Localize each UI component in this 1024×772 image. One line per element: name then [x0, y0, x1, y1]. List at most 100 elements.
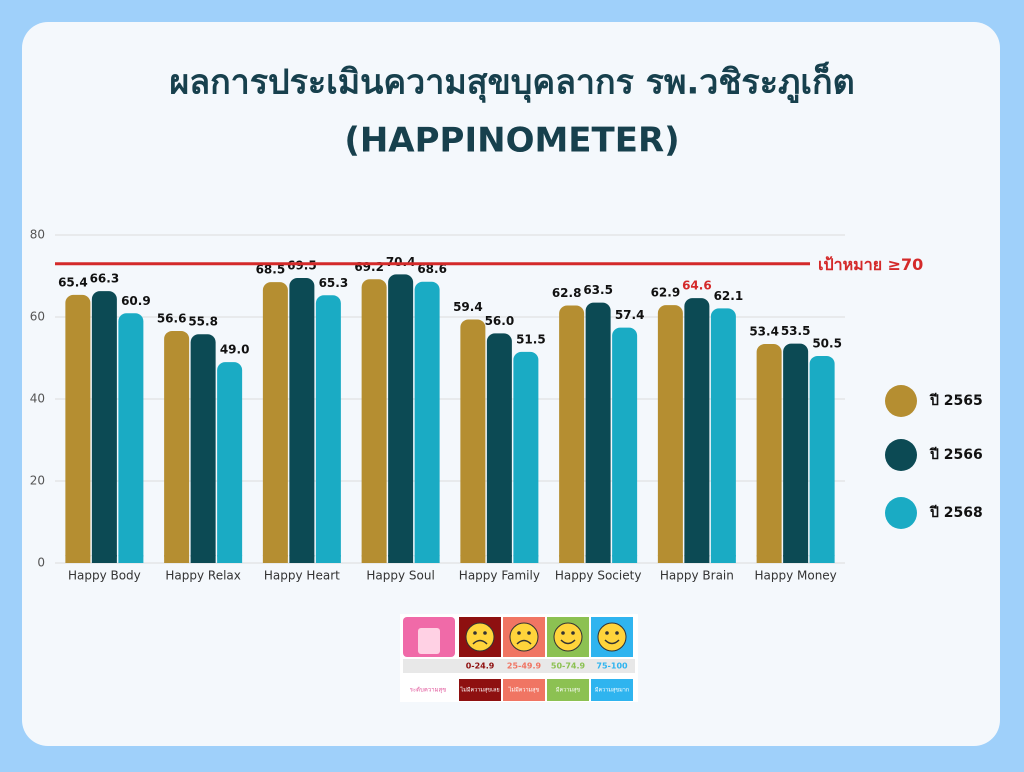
- value-label: 49.0: [220, 343, 250, 357]
- bar: [262, 282, 288, 563]
- x-tick-label: Happy Money: [754, 569, 836, 583]
- bar: [65, 294, 91, 563]
- x-tick-label: Happy Society: [555, 569, 642, 583]
- value-label: 60.9: [121, 294, 151, 308]
- bar: [783, 343, 809, 563]
- scale-range-bg: [403, 659, 635, 673]
- value-label: 62.9: [651, 286, 681, 300]
- bar: [585, 302, 611, 563]
- scale-face: [553, 622, 583, 652]
- scale-eye: [561, 631, 565, 635]
- value-label: 57.4: [615, 308, 645, 322]
- bar-base: [414, 555, 440, 563]
- legend-swatch: [885, 385, 917, 417]
- value-label: 56.6: [157, 311, 187, 325]
- bar-base: [657, 555, 683, 563]
- x-tick-label: Happy Body: [68, 569, 141, 583]
- value-label: 62.1: [714, 289, 744, 303]
- value-label: 66.3: [90, 272, 120, 286]
- value-label: 65.4: [58, 275, 88, 289]
- value-label: 56.0: [485, 314, 515, 328]
- y-tick-label: 80: [30, 228, 45, 242]
- scale-label-box: [547, 679, 589, 701]
- scale-eye: [473, 631, 477, 635]
- bar-base: [460, 555, 486, 563]
- scale-label: มีความสุข: [556, 687, 581, 694]
- bar-base: [91, 555, 117, 563]
- bar-base: [289, 555, 315, 563]
- bar: [657, 305, 683, 563]
- bar-base: [164, 555, 190, 563]
- scale-label-box: [503, 679, 545, 701]
- legend-swatch: [885, 439, 917, 471]
- bar: [315, 295, 341, 563]
- bar-base: [190, 555, 216, 563]
- legend-label: ปี 2568: [929, 505, 983, 521]
- scale-eye: [615, 631, 619, 635]
- scale-range: 75-100: [596, 662, 628, 671]
- bar-base: [684, 555, 710, 563]
- scale-row-label: ระดับความสุข: [410, 687, 447, 694]
- scale-mouth: [516, 639, 532, 645]
- bar: [164, 330, 190, 563]
- value-label: 51.5: [516, 332, 546, 346]
- scale-eye: [527, 631, 531, 635]
- bar-base: [756, 555, 782, 563]
- bar: [710, 308, 736, 563]
- scale-face: [465, 622, 495, 652]
- scale-mouth: [472, 639, 488, 645]
- value-label: 69.5: [287, 259, 317, 273]
- value-label: 55.8: [188, 315, 218, 329]
- value-label: 59.4: [453, 300, 483, 314]
- scale-eye: [571, 631, 575, 635]
- bar-base: [783, 555, 809, 563]
- bar: [217, 362, 243, 563]
- scale-range: 0-24.9: [466, 662, 495, 671]
- legend-label: ปี 2565: [929, 393, 983, 409]
- bar: [612, 327, 638, 563]
- chart-title: ผลการประเมินความสุขบุคลากร รพ.วชิระภูเก็…: [169, 61, 854, 104]
- value-label: 70.4: [386, 255, 416, 269]
- value-label: 65.3: [319, 276, 349, 290]
- bar: [486, 333, 512, 563]
- y-tick-label: 40: [30, 392, 45, 406]
- bar-base: [612, 555, 638, 563]
- bar: [809, 355, 835, 563]
- bar-base: [513, 555, 539, 563]
- value-label: 53.4: [749, 325, 779, 339]
- bar-base: [118, 555, 144, 563]
- bar: [361, 279, 387, 563]
- value-label: 50.5: [812, 336, 842, 350]
- bar-base: [559, 555, 585, 563]
- scale-label: ไม่มีความสุข: [508, 687, 540, 694]
- legend-swatch: [885, 497, 917, 529]
- bar-base: [65, 555, 91, 563]
- bar: [559, 305, 585, 563]
- scale-label-box: [459, 679, 501, 701]
- value-label: 68.5: [256, 263, 286, 277]
- bar-base: [809, 555, 835, 563]
- scale-mouth: [604, 639, 620, 645]
- bar: [190, 334, 216, 563]
- scale-label: มีความสุขมาก: [594, 687, 629, 694]
- bar-base: [361, 555, 387, 563]
- scale-face: [509, 622, 539, 652]
- y-tick-label: 60: [30, 310, 45, 324]
- value-label: 69.2: [354, 260, 384, 274]
- y-tick-label: 20: [30, 474, 45, 488]
- x-tick-label: Happy Family: [459, 569, 540, 583]
- scale-label: ไม่มีความสุขเลย: [459, 687, 499, 694]
- bar: [414, 281, 440, 563]
- scale-icon-inner: [418, 628, 440, 654]
- bar: [289, 278, 315, 563]
- scale-eye: [605, 631, 609, 635]
- scale-eye: [517, 631, 521, 635]
- bar: [460, 319, 486, 563]
- value-label: 64.6: [682, 279, 712, 293]
- value-label: 63.5: [583, 283, 613, 297]
- scale-eye: [483, 631, 487, 635]
- y-tick-label: 0: [37, 556, 45, 570]
- bar-base: [217, 555, 243, 563]
- x-tick-label: Happy Soul: [366, 569, 434, 583]
